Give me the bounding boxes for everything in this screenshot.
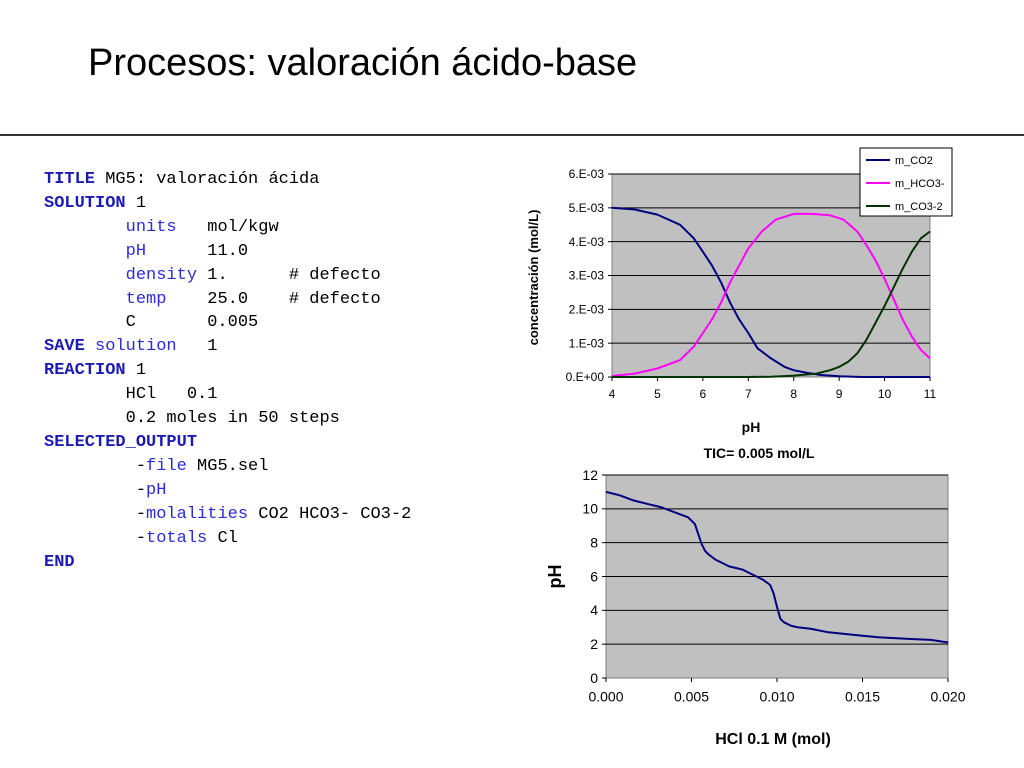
code-subkeyword: pH bbox=[146, 480, 167, 500]
legend-label: m_HCO3- bbox=[895, 178, 945, 190]
code-keyword: TITLE bbox=[44, 170, 96, 189]
code-subkeyword: temp bbox=[125, 289, 167, 309]
code-line: pH 11.0 bbox=[44, 240, 411, 264]
code-line: -molalities CO2 HCO3- CO3-2 bbox=[44, 503, 411, 527]
y-tick-label: 2.E-03 bbox=[569, 303, 605, 317]
x-axis-label: pH bbox=[742, 419, 761, 435]
code-subkeyword: file bbox=[146, 456, 187, 476]
code-line: units mol/kgw bbox=[44, 216, 411, 240]
code-keyword: SELECTED_OUTPUT bbox=[44, 432, 198, 452]
code-subkeyword: density bbox=[125, 265, 198, 285]
code-text: - bbox=[44, 456, 147, 476]
y-tick-label: 4 bbox=[590, 602, 598, 618]
code-line: 0.2 moles in 50 steps bbox=[44, 407, 411, 431]
code-text: mol/kgw bbox=[176, 217, 279, 237]
x-tick-label: 8 bbox=[790, 387, 797, 401]
code-line: SELECTED_OUTPUT bbox=[44, 431, 411, 455]
y-tick-label: 0 bbox=[590, 670, 598, 686]
code-text: 1. # defecto bbox=[197, 265, 381, 285]
x-tick-label: 10 bbox=[878, 387, 892, 401]
code-text: MG5: valoración ácida bbox=[95, 170, 320, 189]
code-line: TITLE MG5: valoración ácida bbox=[44, 168, 411, 192]
series-line-m-hco3- bbox=[611, 212, 931, 377]
code-text: C 0.005 bbox=[44, 313, 259, 333]
legend-label: m_CO3-2 bbox=[895, 201, 943, 213]
code-subkeyword: units bbox=[125, 217, 177, 237]
code-line: SAVE solution 1 bbox=[44, 335, 411, 359]
code-keyword: SAVE bbox=[44, 337, 85, 357]
code-text: 11.0 bbox=[146, 241, 249, 261]
x-tick-label: 0.000 bbox=[588, 689, 623, 705]
code-keyword: SOLUTION bbox=[44, 193, 126, 213]
code-text: - bbox=[44, 504, 147, 524]
code-text: - bbox=[44, 480, 147, 500]
x-tick-label: 11 bbox=[924, 387, 937, 401]
y-tick-label: 0.E+00 bbox=[566, 370, 605, 384]
code-line: temp 25.0 # defecto bbox=[44, 288, 411, 312]
code-text: 0.2 moles in 50 steps bbox=[44, 409, 340, 429]
slide-title: Procesos: valoración ácido-base bbox=[88, 42, 638, 84]
code-line: END bbox=[44, 551, 411, 575]
chart-title: TIC= 0.005 mol/L bbox=[704, 445, 815, 461]
code-text: 1 bbox=[125, 361, 147, 381]
y-tick-label: 4.E-03 bbox=[569, 235, 605, 249]
code-line: HCl 0.1 bbox=[44, 383, 411, 407]
code-keyword: REACTION bbox=[44, 361, 126, 381]
x-tick-label: 0.020 bbox=[930, 689, 965, 705]
x-tick-label: 0.010 bbox=[759, 689, 794, 705]
code-block: TITLE MG5: valoración ácida SOLUTION 1 un… bbox=[44, 168, 411, 574]
y-tick-label: 3.E-03 bbox=[569, 269, 605, 283]
y-tick-label: 8 bbox=[590, 535, 598, 551]
x-tick-label: 0.015 bbox=[845, 689, 880, 705]
y-tick-label: 6.E-03 bbox=[569, 167, 605, 181]
x-tick-label: 4 bbox=[609, 387, 616, 401]
x-tick-label: 5 bbox=[654, 387, 661, 401]
x-tick-label: 7 bbox=[745, 387, 752, 401]
code-text: Cl bbox=[207, 528, 238, 548]
code-subkeyword: solution bbox=[84, 337, 177, 357]
code-line: density 1. # defecto bbox=[44, 264, 411, 288]
y-tick-label: 12 bbox=[582, 467, 598, 483]
code-line: REACTION 1 bbox=[44, 359, 411, 383]
code-line: -file MG5.sel bbox=[44, 455, 411, 479]
code-text: CO2 HCO3- CO3-2 bbox=[248, 504, 412, 524]
code-subkeyword: totals bbox=[146, 528, 208, 548]
series-line-m-co3-2 bbox=[612, 230, 931, 378]
title-divider bbox=[0, 134, 1024, 136]
legend-label: m_CO2 bbox=[895, 155, 933, 167]
code-keyword: END bbox=[44, 552, 75, 572]
code-text: 25.0 # defecto bbox=[166, 289, 381, 309]
y-axis-label: pH bbox=[545, 565, 565, 589]
y-tick-label: 10 bbox=[582, 501, 598, 517]
x-tick-label: 0.005 bbox=[674, 689, 709, 705]
code-line: -totals Cl bbox=[44, 527, 411, 551]
code-text: 1 bbox=[176, 337, 218, 357]
code-line: SOLUTION 1 bbox=[44, 192, 411, 216]
y-tick-label: 6 bbox=[590, 568, 598, 584]
code-subkeyword: pH bbox=[125, 241, 147, 261]
code-text: 1 bbox=[125, 193, 147, 213]
x-tick-label: 9 bbox=[836, 387, 843, 401]
y-tick-label: 5.E-03 bbox=[569, 201, 605, 215]
series-line-m-co2 bbox=[611, 206, 930, 378]
x-axis-label: HCl 0.1 M (mol) bbox=[715, 731, 831, 748]
code-subkeyword: molalities bbox=[146, 504, 249, 524]
code-text: MG5.sel bbox=[186, 456, 269, 476]
y-tick-label: 1.E-03 bbox=[569, 336, 605, 350]
code-text: - bbox=[44, 528, 147, 548]
code-text: HCl 0.1 bbox=[44, 385, 218, 405]
series-line-ph bbox=[605, 490, 949, 644]
y-axis-label: concentración (mol/L) bbox=[526, 210, 541, 346]
code-line: -pH bbox=[44, 479, 411, 503]
y-tick-label: 2 bbox=[590, 636, 598, 652]
code-line: C 0.005 bbox=[44, 311, 411, 335]
x-tick-label: 6 bbox=[700, 387, 707, 401]
